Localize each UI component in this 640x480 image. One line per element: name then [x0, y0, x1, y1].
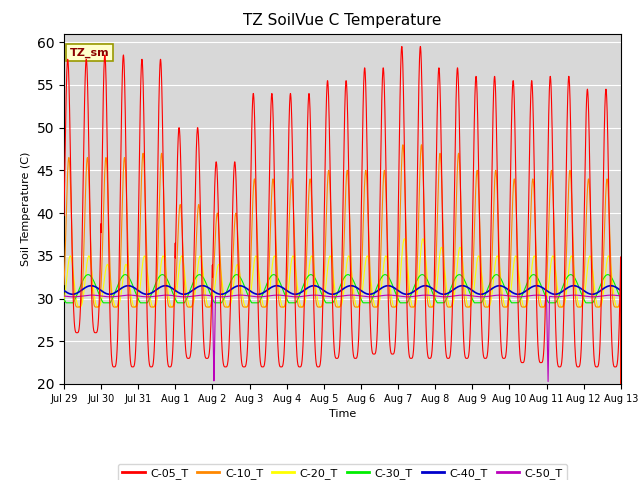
- Text: TZ_sm: TZ_sm: [70, 48, 109, 58]
- X-axis label: Time: Time: [329, 409, 356, 419]
- Y-axis label: Soil Temperature (C): Soil Temperature (C): [21, 152, 31, 266]
- Legend: C-05_T, C-10_T, C-20_T, C-30_T, C-40_T, C-50_T: C-05_T, C-10_T, C-20_T, C-30_T, C-40_T, …: [118, 464, 567, 480]
- Title: TZ SoilVue C Temperature: TZ SoilVue C Temperature: [243, 13, 442, 28]
